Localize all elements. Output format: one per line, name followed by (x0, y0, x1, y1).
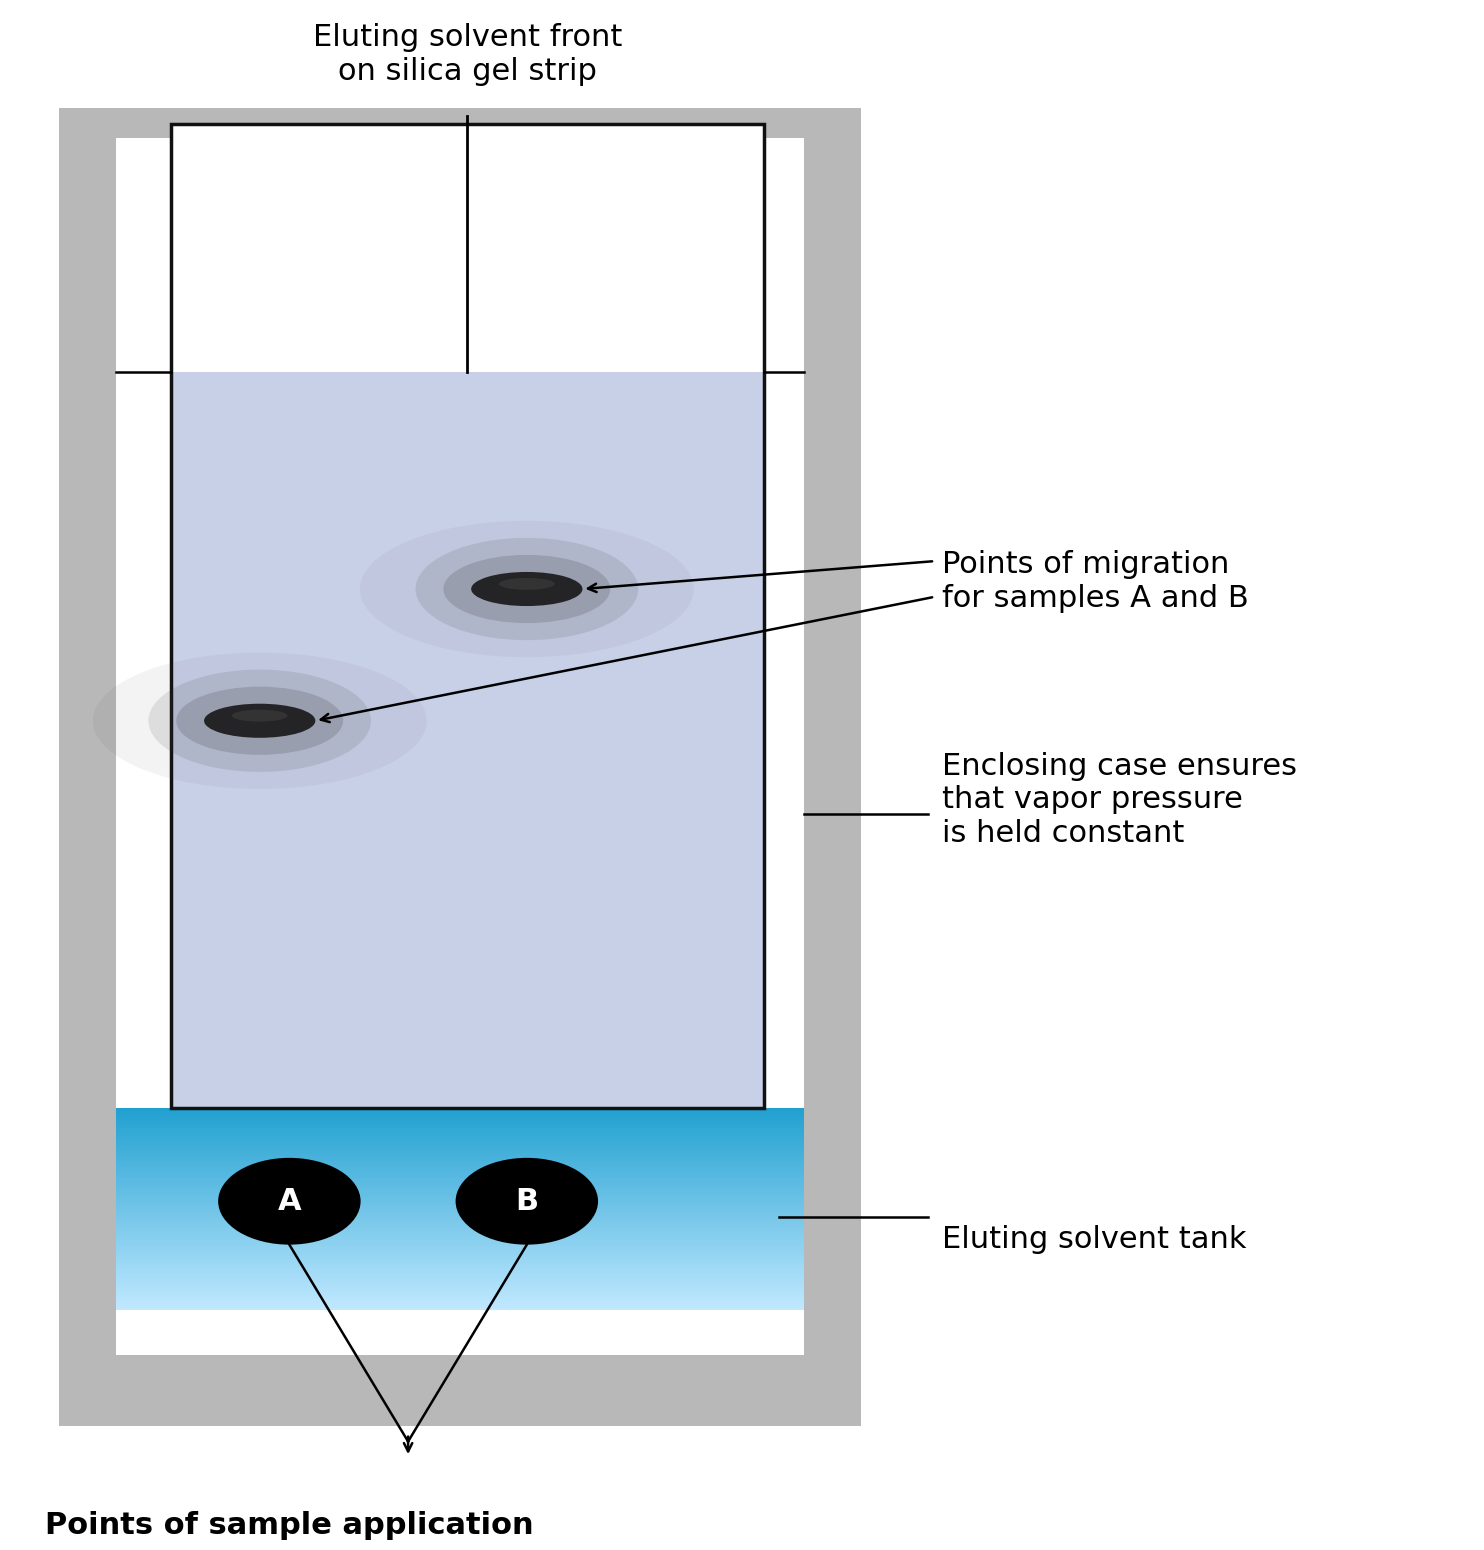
Ellipse shape (456, 1158, 598, 1245)
Ellipse shape (416, 538, 638, 640)
Ellipse shape (92, 653, 427, 789)
Text: B: B (515, 1187, 539, 1215)
Text: Eluting solvent front
on silica gel strip: Eluting solvent front on silica gel stri… (313, 23, 622, 85)
Ellipse shape (359, 521, 695, 657)
Text: A: A (278, 1187, 301, 1215)
Ellipse shape (499, 578, 555, 591)
Bar (116, 138, 804, 1355)
Ellipse shape (177, 687, 343, 755)
Text: Eluting solvent tank: Eluting solvent tank (942, 1226, 1247, 1254)
Bar (59, 109, 861, 1426)
Ellipse shape (148, 670, 371, 772)
Ellipse shape (203, 704, 315, 738)
Text: Points of sample application: Points of sample application (45, 1511, 533, 1541)
Text: Enclosing case ensures
that vapor pressure
is held constant: Enclosing case ensures that vapor pressu… (942, 752, 1297, 848)
Bar (171, 124, 764, 372)
Bar (171, 372, 764, 1108)
Bar (82, 1310, 129, 1426)
Bar (171, 124, 764, 1108)
Bar (784, 1310, 831, 1426)
Ellipse shape (218, 1158, 361, 1245)
Ellipse shape (232, 710, 288, 722)
Text: Points of migration
for samples A and B: Points of migration for samples A and B (942, 550, 1250, 612)
Ellipse shape (472, 572, 582, 606)
Ellipse shape (444, 555, 610, 623)
